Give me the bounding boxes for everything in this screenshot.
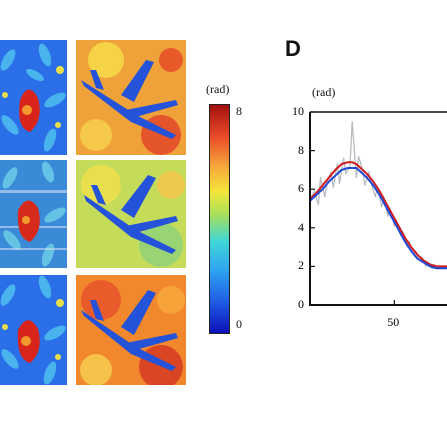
x-tick-label: 50 bbox=[387, 315, 400, 329]
y-tick-label: 2 bbox=[298, 258, 304, 273]
colorbar-unit-label: (rad) bbox=[206, 82, 230, 96]
image-airplane-3 bbox=[76, 275, 186, 385]
image-airplane-2 bbox=[76, 160, 186, 268]
axes-frame bbox=[309, 112, 447, 306]
image-flower-2 bbox=[0, 160, 67, 268]
y-axis-unit-label: (rad) bbox=[312, 85, 336, 99]
image-flower-1 bbox=[0, 40, 67, 155]
y-tick-label: 10 bbox=[292, 104, 304, 118]
y-tick-label: 8 bbox=[298, 142, 304, 157]
colorbar-max-label: 8 bbox=[236, 104, 242, 118]
y-tick-label: 4 bbox=[298, 219, 304, 234]
series-line-1 bbox=[309, 121, 447, 269]
y-tick-label: 6 bbox=[298, 181, 304, 196]
colorbar-min-label: 0 bbox=[236, 317, 242, 331]
y-tick-label: 0 bbox=[298, 297, 304, 311]
image-flower-3 bbox=[0, 275, 67, 385]
series-line-2 bbox=[309, 161, 447, 268]
series-line-3 bbox=[309, 167, 447, 270]
colorbar bbox=[209, 104, 230, 334]
image-airplane-1 bbox=[76, 40, 186, 155]
panel-letter: D bbox=[285, 36, 301, 61]
